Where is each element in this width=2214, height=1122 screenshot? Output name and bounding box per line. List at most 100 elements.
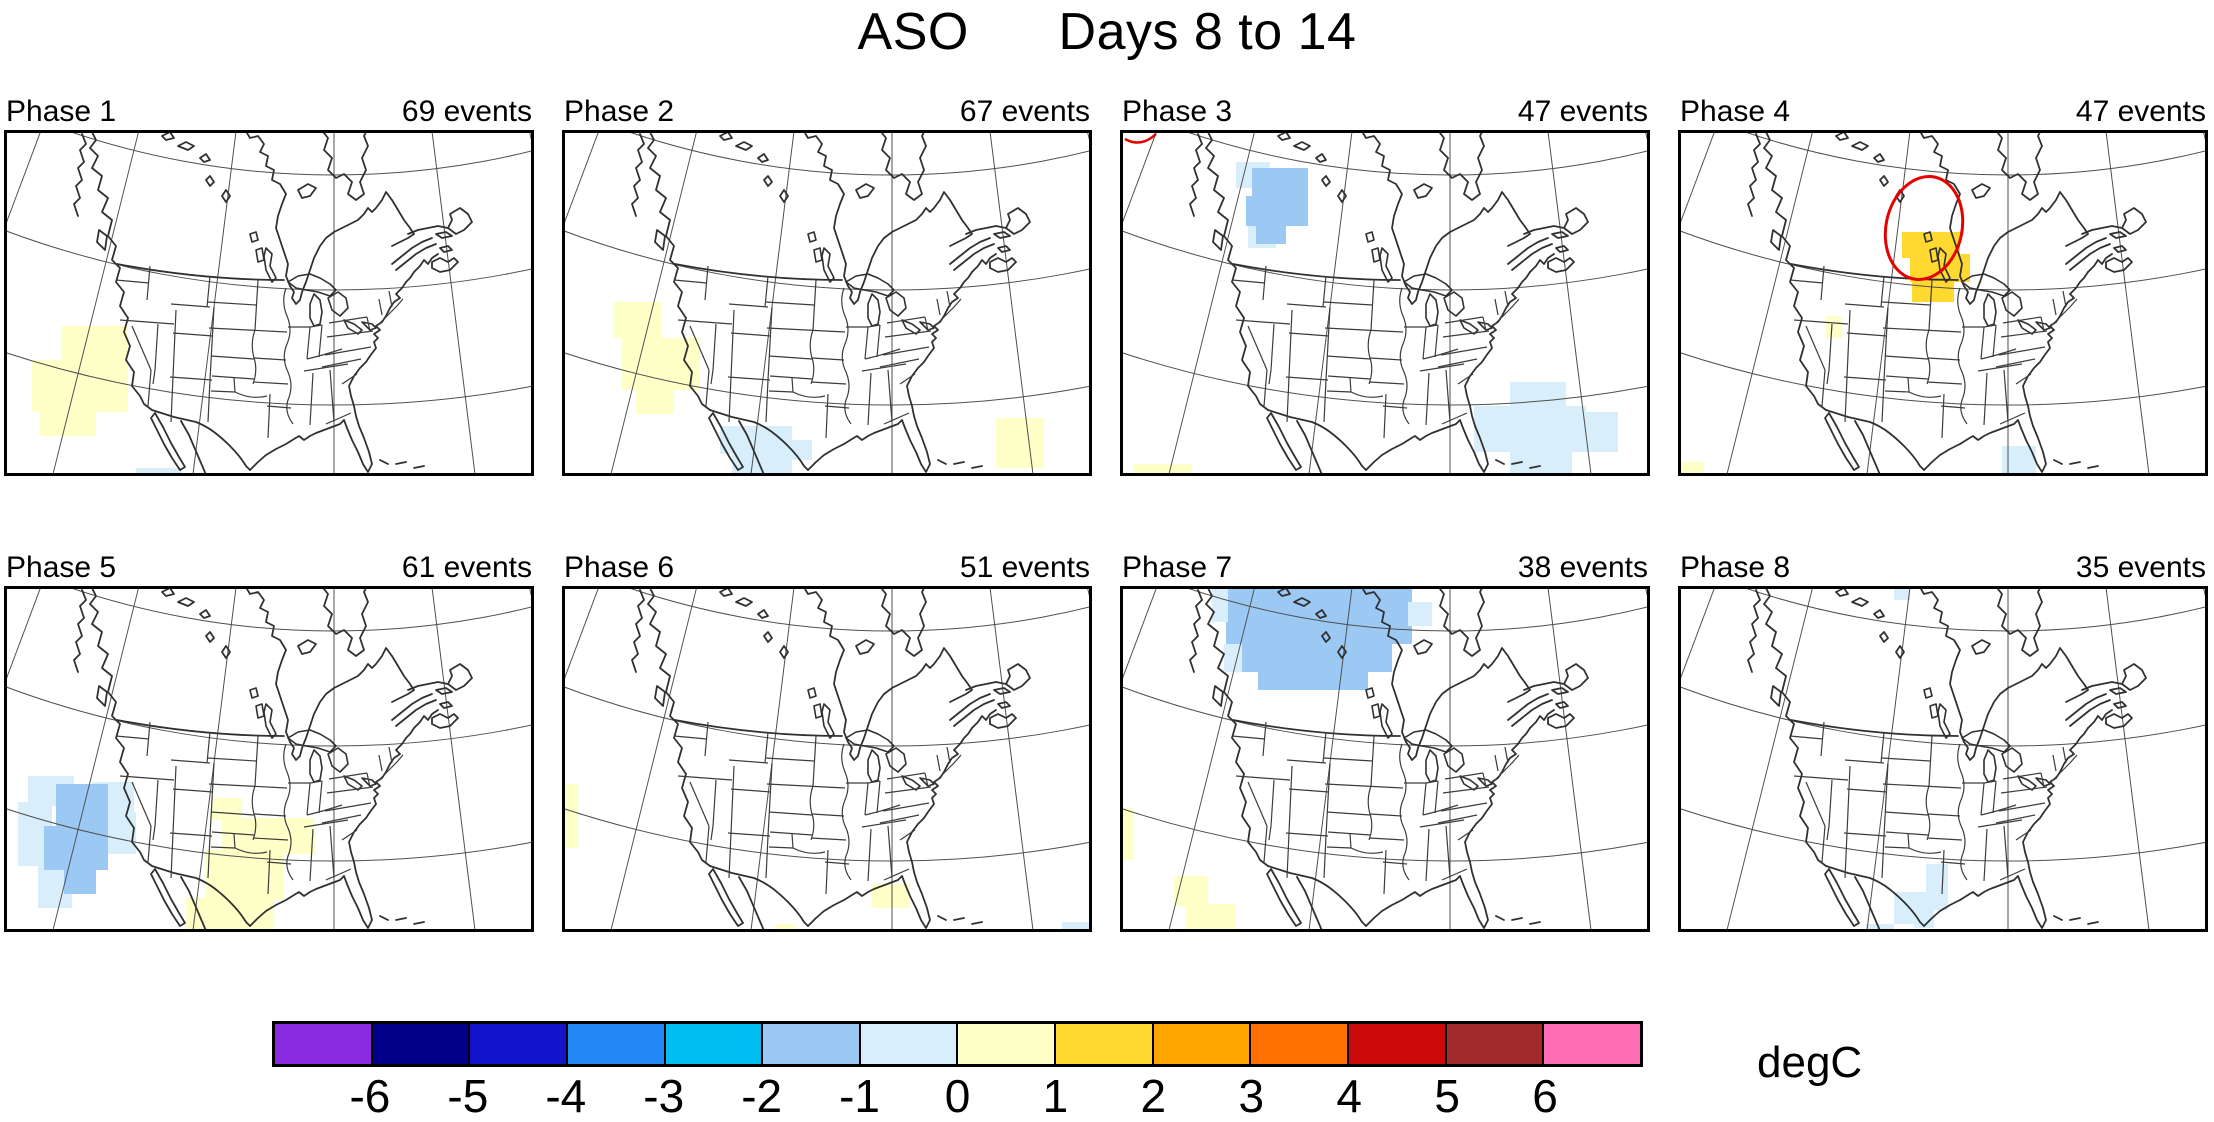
map-frame — [4, 130, 534, 476]
anomaly-patch — [636, 390, 674, 414]
phase-label: Phase 3 — [1122, 95, 1233, 128]
events-count-label: 38 events — [1517, 551, 1648, 584]
anomaly-patch — [1826, 316, 1842, 338]
colorbar-segment — [1251, 1024, 1350, 1064]
panel-header: Phase 2 67 events — [562, 84, 1092, 130]
anomaly-patch — [1256, 222, 1286, 244]
anomaly-patch — [732, 454, 792, 476]
panel-phase-7: Phase 7 38 events — [1120, 540, 1650, 932]
anomaly-patch — [776, 924, 796, 932]
map-frame — [1120, 130, 1650, 476]
colorbar-tick-label: 5 — [1434, 1070, 1460, 1122]
anomaly-patch — [1510, 382, 1566, 408]
anomaly-patch — [186, 898, 274, 932]
anomaly-patches — [18, 776, 316, 932]
map-frame — [562, 586, 1092, 932]
anomaly-patch — [136, 468, 182, 476]
anomaly-patch — [1174, 876, 1208, 906]
anomaly-patches — [1120, 586, 1432, 932]
colorbar-segment — [860, 1024, 959, 1064]
panel-phase-8: Phase 8 35 events — [1678, 540, 2208, 932]
panel-header: Phase 6 51 events — [562, 540, 1092, 586]
phase-label: Phase 7 — [1122, 551, 1233, 584]
panel-phase-4: Phase 4 47 events — [1678, 84, 2208, 476]
colorbar-segments — [272, 1021, 1643, 1067]
anomaly-patch — [1678, 462, 1704, 476]
anomaly-patches — [562, 784, 1092, 932]
colorbar-tick-label: -4 — [545, 1070, 587, 1122]
anomaly-patch — [1894, 586, 1910, 600]
colorbar-segment — [1446, 1024, 1545, 1064]
colorbar-tick-label: -6 — [349, 1070, 391, 1122]
phase-label: Phase 5 — [6, 551, 117, 584]
anomaly-patch — [1212, 586, 1228, 622]
map-plot — [562, 586, 1092, 932]
map-plot — [4, 586, 534, 932]
anomaly-patch — [1258, 672, 1368, 690]
anomaly-patch — [1242, 644, 1392, 672]
phase-label: Phase 2 — [564, 95, 675, 128]
anomaly-patches — [614, 302, 1044, 476]
colorbar-tick-label: 6 — [1532, 1070, 1558, 1122]
colorbar-tick-label: -1 — [839, 1070, 881, 1122]
panel-header: Phase 5 61 events — [4, 540, 534, 586]
colorbar-tick-label: -3 — [643, 1070, 685, 1122]
panel-phase-2: Phase 2 67 events — [562, 84, 1092, 476]
annotation-layer — [1883, 175, 1965, 281]
phase-label: Phase 4 — [1680, 95, 1791, 128]
colorbar-tick-label: 2 — [1140, 1070, 1167, 1122]
events-count-label: 61 events — [401, 551, 532, 584]
panel-header: Phase 7 38 events — [1120, 540, 1650, 586]
colorbar-segment — [763, 1024, 861, 1064]
anomaly-patches — [1678, 232, 2036, 476]
map-frame — [1120, 586, 1650, 932]
anomaly-patch — [1408, 602, 1432, 626]
map-frame — [562, 130, 1092, 476]
anomaly-patch — [32, 360, 128, 412]
colorbar-segment — [665, 1024, 764, 1064]
colorbar-segment — [470, 1024, 568, 1064]
panel-phase-3: Phase 3 47 events — [1120, 84, 1650, 476]
map-plot — [1120, 130, 1650, 476]
phase-label: Phase 6 — [564, 551, 675, 584]
events-count-label: 35 events — [2075, 551, 2206, 584]
phase-label: Phase 8 — [1680, 551, 1791, 584]
anomaly-patch — [44, 826, 108, 870]
map-frame — [1678, 586, 2208, 932]
anomaly-patch — [222, 818, 314, 854]
anomaly-patch — [1224, 644, 1242, 672]
anomaly-patch — [1226, 586, 1412, 644]
anomaly-patch — [56, 784, 108, 828]
map-frame — [4, 586, 534, 932]
anomaly-patch — [300, 834, 316, 854]
anomaly-patch — [1120, 808, 1134, 860]
events-count-label: 69 events — [401, 95, 532, 128]
colorbar-segment — [275, 1024, 373, 1064]
anomaly-patch — [996, 418, 1044, 468]
anomaly-patch — [1926, 864, 1948, 910]
panel-phase-5: Phase 5 61 events — [4, 540, 534, 932]
panel-phase-1: Phase 1 69 events — [4, 84, 534, 476]
map-plot — [4, 130, 534, 476]
anomaly-patch — [1186, 904, 1236, 932]
anomaly-patch — [62, 326, 128, 360]
anomaly-patch — [1062, 922, 1092, 932]
anomaly-patch — [1474, 406, 1586, 452]
panel-grid: Phase 1 69 events Phase 2 67 events — [4, 84, 2208, 932]
colorbar-tick-label: -5 — [447, 1070, 489, 1122]
anomaly-patch — [1914, 910, 1934, 928]
colorbar-segment — [1153, 1024, 1252, 1064]
basemap — [1678, 586, 2208, 932]
events-count-label: 47 events — [2075, 95, 2206, 128]
map-plot — [1678, 586, 2208, 932]
colorbar-segment — [1056, 1024, 1154, 1064]
basemap — [1678, 130, 2208, 476]
colorbar-unit-label: degC — [1757, 1038, 1863, 1087]
colorbar-tick-label: -2 — [741, 1070, 783, 1122]
colorbar-segment — [1544, 1024, 1640, 1064]
anomaly-patch — [64, 868, 96, 894]
annotation-layer — [1124, 133, 1157, 144]
anomaly-patch — [212, 798, 242, 820]
events-count-label: 67 events — [959, 95, 1090, 128]
